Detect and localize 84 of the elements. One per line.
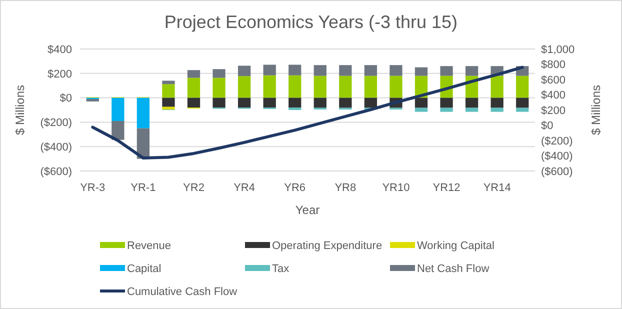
legend-label: Cumulative Cash Flow <box>127 286 238 298</box>
y-axis-title: $ Millions <box>13 84 27 136</box>
chart-title: Project Economics Years (-3 thru 15) <box>164 12 458 32</box>
y-tick-label: $200 <box>48 68 72 80</box>
legend-label: Operating Expenditure <box>272 240 382 252</box>
x-axis-title: Year <box>295 203 320 217</box>
x-tick-label: YR-3 <box>80 182 106 194</box>
y2-tick-label: ($600) <box>541 166 573 178</box>
bar <box>162 84 175 98</box>
legend-label: Net Cash Flow <box>417 262 490 275</box>
y-tick-label: ($400) <box>40 141 72 154</box>
x-tick-label: YR14 <box>483 182 511 194</box>
bar <box>339 76 352 98</box>
y2-tick-label: $800 <box>541 59 566 72</box>
bar <box>516 76 529 98</box>
bar <box>162 98 175 107</box>
y2-tick-label: $200 <box>541 104 566 117</box>
y-tick-label: ($200) <box>40 117 72 130</box>
bar <box>112 120 124 140</box>
bar <box>212 98 226 108</box>
bar <box>465 66 478 76</box>
x-tick-label: YR-1 <box>130 182 156 194</box>
x-tick-label: YR6 <box>284 182 306 194</box>
bar <box>364 98 378 108</box>
bar <box>187 78 200 98</box>
bar <box>364 65 378 76</box>
legend-label: Tax <box>272 262 290 275</box>
x-tick-label: YR2 <box>183 182 204 194</box>
bar <box>162 106 175 110</box>
line-series <box>91 66 524 160</box>
bar <box>490 108 504 112</box>
bar <box>162 80 175 84</box>
bar <box>364 76 378 98</box>
bar <box>465 98 478 108</box>
legend-label: Capital <box>127 262 162 275</box>
bar <box>490 98 504 108</box>
bar <box>414 98 428 108</box>
bar <box>314 65 326 76</box>
y-tick-label: ($600) <box>40 166 72 178</box>
bar <box>339 65 352 76</box>
y2-tick-label: $600 <box>541 74 566 86</box>
bar <box>465 108 478 112</box>
bar <box>516 98 529 108</box>
bar <box>288 64 302 76</box>
bar <box>238 76 251 98</box>
y2-tick-label: $0 <box>541 120 554 132</box>
y2-axis-title: $ Millions <box>589 84 603 136</box>
bar <box>440 98 453 108</box>
bar <box>414 67 428 76</box>
y2-tick-label: $400 <box>541 90 566 102</box>
bar <box>112 98 124 121</box>
bar <box>263 75 276 98</box>
x-tick-label: YR10 <box>382 182 410 194</box>
bar <box>516 108 529 112</box>
bar <box>187 70 200 78</box>
legend-label: Working Capital <box>417 240 494 252</box>
bar <box>238 98 251 108</box>
bar <box>339 98 352 108</box>
y-tick-label: $0 <box>60 92 72 105</box>
bar <box>440 66 453 76</box>
y-tick-label: $400 <box>48 44 72 56</box>
y2-tick-label: ($200) <box>541 135 573 148</box>
bar <box>263 64 276 76</box>
legend-label: Revenue <box>127 240 172 252</box>
bar <box>136 98 150 128</box>
bar <box>238 66 251 76</box>
bar <box>314 76 326 98</box>
bar <box>314 98 326 108</box>
bar <box>187 98 200 108</box>
bar <box>390 76 402 98</box>
bar <box>440 108 453 112</box>
bar <box>414 108 428 112</box>
bar <box>263 98 276 108</box>
bar <box>490 76 504 98</box>
bar <box>212 69 226 78</box>
bar <box>390 65 402 76</box>
x-tick-label: YR8 <box>334 182 356 194</box>
x-tick-label: YR4 <box>234 182 256 194</box>
y2-tick-label: $1,000 <box>541 44 575 56</box>
y2-tick-label: ($400) <box>541 150 573 163</box>
bar <box>212 78 226 98</box>
bar <box>288 98 302 108</box>
bar <box>288 75 302 98</box>
x-tick-label: YR12 <box>432 182 460 194</box>
